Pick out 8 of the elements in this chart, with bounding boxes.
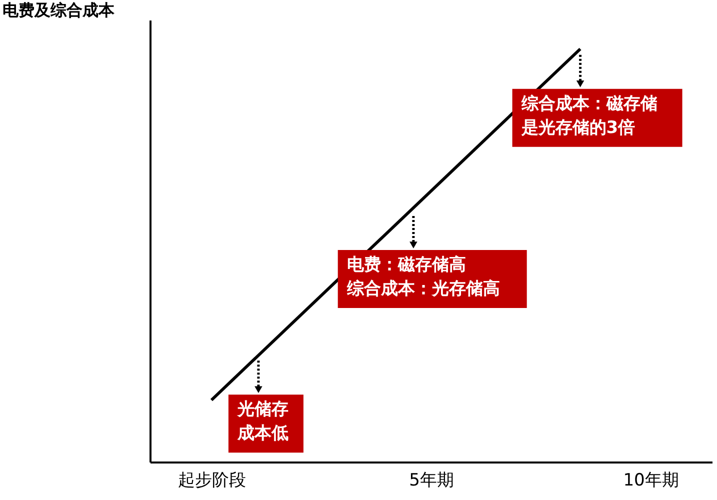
x-tick-label: 5年期 bbox=[409, 470, 454, 490]
annotation: 光储存成本低 bbox=[236, 400, 288, 444]
x-tick-label: 起步阶段 bbox=[178, 470, 246, 490]
annotation: 综合成本：光存储高 bbox=[346, 279, 500, 300]
y-axis-title: 电费及综合成本 bbox=[2, 0, 116, 20]
x-tick-label: 10年期 bbox=[623, 470, 679, 490]
annotation: 综合成本：磁存储是光存储的3倍 bbox=[520, 94, 658, 138]
annotation: 电费：磁存储高 bbox=[346, 255, 466, 276]
